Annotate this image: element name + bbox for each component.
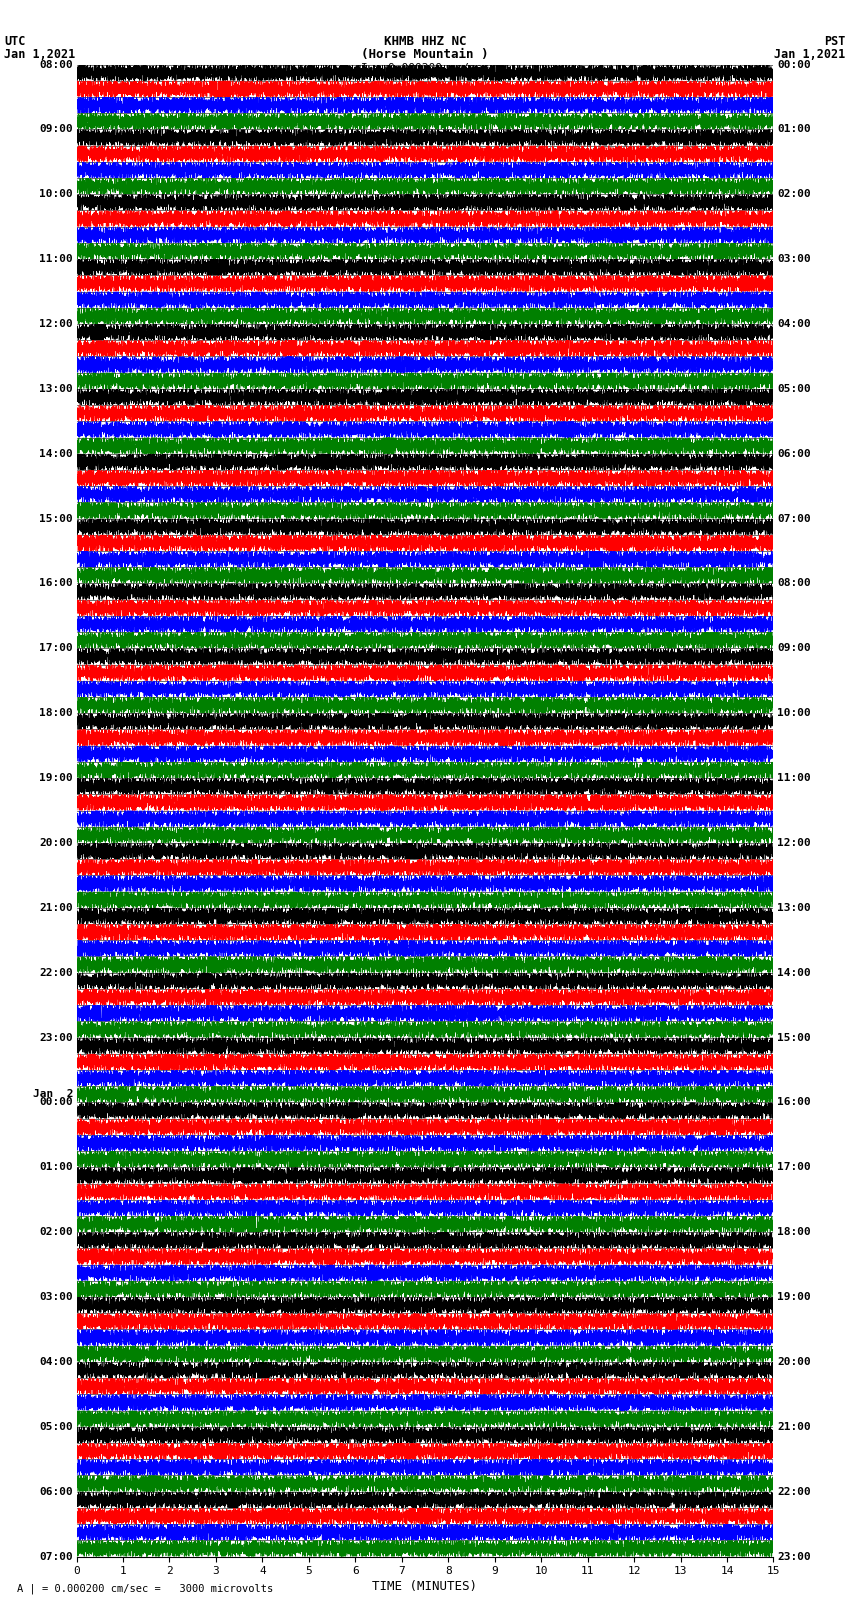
Text: 20:00: 20:00 [39, 839, 73, 848]
Text: PST: PST [824, 35, 846, 48]
Text: 10:00: 10:00 [39, 189, 73, 200]
Text: 13:00: 13:00 [39, 384, 73, 394]
Text: 03:00: 03:00 [39, 1292, 73, 1302]
Text: 05:00: 05:00 [39, 1421, 73, 1432]
Text: 16:00: 16:00 [777, 1097, 811, 1108]
Text: Jan 1,2021: Jan 1,2021 [774, 48, 846, 61]
Text: 03:00: 03:00 [777, 255, 811, 265]
Text: 23:00: 23:00 [39, 1032, 73, 1042]
Text: 21:00: 21:00 [39, 903, 73, 913]
Text: (Horse Mountain ): (Horse Mountain ) [361, 48, 489, 61]
Text: 18:00: 18:00 [39, 708, 73, 718]
Text: 19:00: 19:00 [39, 773, 73, 782]
Text: 14:00: 14:00 [39, 448, 73, 458]
Text: 17:00: 17:00 [39, 644, 73, 653]
Text: 07:00: 07:00 [777, 513, 811, 524]
Text: 06:00: 06:00 [777, 448, 811, 458]
Text: 00:00: 00:00 [777, 60, 811, 69]
Text: 15:00: 15:00 [39, 513, 73, 524]
Text: 19:00: 19:00 [777, 1292, 811, 1302]
Text: 01:00: 01:00 [777, 124, 811, 134]
Text: 04:00: 04:00 [777, 319, 811, 329]
Text: 11:00: 11:00 [39, 255, 73, 265]
Text: UTC: UTC [4, 35, 26, 48]
Text: 12:00: 12:00 [39, 319, 73, 329]
Text: 13:00: 13:00 [777, 903, 811, 913]
Text: I = 0.000200 cm/sec: I = 0.000200 cm/sec [361, 63, 489, 73]
Text: 18:00: 18:00 [777, 1227, 811, 1237]
Text: 10:00: 10:00 [777, 708, 811, 718]
Text: 20:00: 20:00 [777, 1357, 811, 1366]
Text: 08:00: 08:00 [39, 60, 73, 69]
Text: 22:00: 22:00 [39, 968, 73, 977]
Text: 21:00: 21:00 [777, 1421, 811, 1432]
Text: 22:00: 22:00 [777, 1487, 811, 1497]
Text: 06:00: 06:00 [39, 1487, 73, 1497]
Text: 05:00: 05:00 [777, 384, 811, 394]
Text: 04:00: 04:00 [39, 1357, 73, 1366]
Text: Jan 1,2021: Jan 1,2021 [4, 48, 76, 61]
Text: 07:00: 07:00 [39, 1552, 73, 1561]
Text: 01:00: 01:00 [39, 1163, 73, 1173]
Text: 12:00: 12:00 [777, 839, 811, 848]
Text: 09:00: 09:00 [39, 124, 73, 134]
Text: 09:00: 09:00 [777, 644, 811, 653]
Text: 02:00: 02:00 [39, 1227, 73, 1237]
X-axis label: TIME (MINUTES): TIME (MINUTES) [372, 1581, 478, 1594]
Text: A | = 0.000200 cm/sec =   3000 microvolts: A | = 0.000200 cm/sec = 3000 microvolts [17, 1582, 273, 1594]
Text: 00:00: 00:00 [39, 1097, 73, 1108]
Text: 17:00: 17:00 [777, 1163, 811, 1173]
Text: Jan  2: Jan 2 [32, 1089, 73, 1100]
Text: 15:00: 15:00 [777, 1032, 811, 1042]
Text: 16:00: 16:00 [39, 579, 73, 589]
Text: 02:00: 02:00 [777, 189, 811, 200]
Text: KHMB HHZ NC: KHMB HHZ NC [383, 35, 467, 48]
Text: 08:00: 08:00 [777, 579, 811, 589]
Text: 23:00: 23:00 [777, 1552, 811, 1561]
Text: 11:00: 11:00 [777, 773, 811, 782]
Text: 14:00: 14:00 [777, 968, 811, 977]
